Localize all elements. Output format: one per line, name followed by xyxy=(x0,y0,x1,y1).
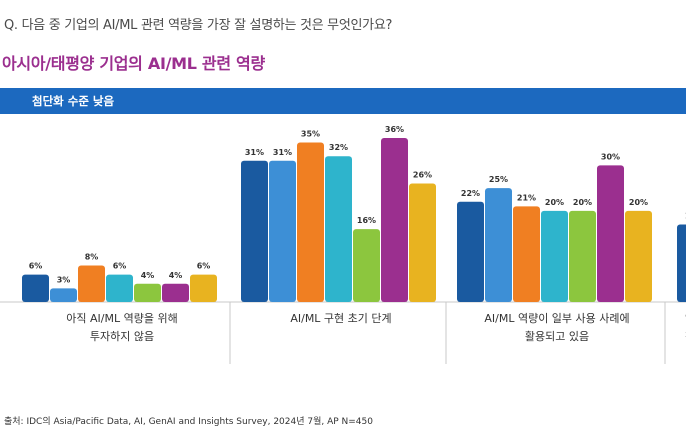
bar xyxy=(541,210,568,302)
category-label: 활용되고 있음 xyxy=(525,329,589,343)
data-label: 6% xyxy=(29,262,43,271)
category-label: AI/ML 구현 초기 단계 xyxy=(290,312,391,325)
data-label: 20% xyxy=(545,198,564,207)
bar xyxy=(381,138,408,302)
data-label: 31% xyxy=(273,148,292,157)
source-note: 출처: IDC의 Asia/Pacific Data, AI, GenAI an… xyxy=(4,417,373,427)
data-label: 3% xyxy=(57,275,71,284)
bar xyxy=(325,156,352,302)
category-label: 첫 xyxy=(685,330,686,343)
banner-label: 첨단화 수준 낮음 xyxy=(32,94,115,108)
category-label: 투자하지 않음 xyxy=(90,329,154,343)
bar xyxy=(241,160,268,302)
data-label: 22% xyxy=(461,189,480,198)
data-label: 31% xyxy=(245,148,264,157)
data-label: 4% xyxy=(169,271,183,280)
bar xyxy=(134,283,161,302)
bar xyxy=(677,224,686,302)
bar xyxy=(353,229,380,302)
bar xyxy=(457,201,484,302)
data-label: 17 xyxy=(685,212,686,221)
category-label: 업 xyxy=(685,312,686,325)
category-label: AI/ML 역량이 일부 사용 사례에 xyxy=(484,311,629,325)
data-label: 21% xyxy=(517,193,536,202)
bar xyxy=(190,274,217,302)
bar xyxy=(297,142,324,302)
data-label: 32% xyxy=(329,143,348,152)
data-label: 30% xyxy=(601,152,620,161)
bar xyxy=(78,265,105,302)
bar xyxy=(162,283,189,302)
bar xyxy=(513,206,540,302)
bar xyxy=(22,274,49,302)
bar xyxy=(569,210,596,302)
data-label: 16% xyxy=(357,216,376,225)
bar-chart: 6% 3% 8% 6% 4% 4% 6% 31% 31% 35% 32% 16% 36% 26% 22% 25… xyxy=(0,125,686,364)
bar xyxy=(50,288,77,302)
bar xyxy=(269,160,296,302)
bar xyxy=(106,274,133,302)
data-label: 20% xyxy=(629,198,648,207)
data-label: 8% xyxy=(85,253,99,262)
data-label: 35% xyxy=(301,130,320,139)
data-label: 25% xyxy=(489,175,508,184)
chart-title: 아시아/태평양 기업의 AI/ML 관련 역량 xyxy=(2,54,265,73)
data-label: 36% xyxy=(385,125,404,134)
section-banner: 첨단화 수준 낮음 xyxy=(0,88,686,114)
survey-question: Q. 다음 중 기업의 AI/ML 관련 역량을 가장 잘 설명하는 것은 무엇… xyxy=(4,18,393,33)
data-label: 6% xyxy=(113,262,127,271)
data-label: 4% xyxy=(141,271,155,280)
data-label: 6% xyxy=(197,262,211,271)
bar xyxy=(485,188,512,302)
data-label: 20% xyxy=(573,198,592,207)
data-label: 26% xyxy=(413,171,432,180)
bar xyxy=(625,210,652,302)
bar xyxy=(597,165,624,302)
category-label: 아직 AI/ML 역량을 위해 xyxy=(66,311,177,325)
bar xyxy=(409,183,436,302)
